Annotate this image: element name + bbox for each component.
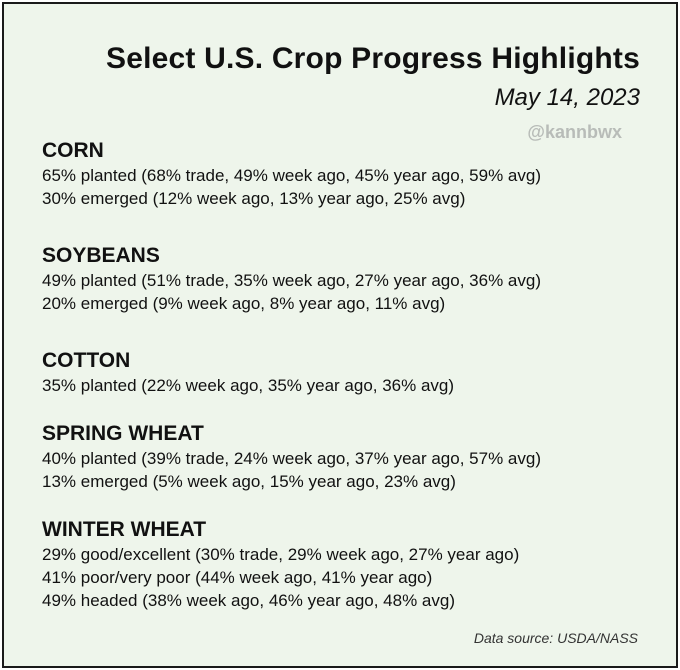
section-heading: SPRING WHEAT [42, 422, 204, 445]
section-line: 41% poor/very poor (44% week ago, 41% ye… [42, 568, 433, 587]
page-title: Select U.S. Crop Progress Highlights [106, 42, 640, 75]
report-date: May 14, 2023 [494, 84, 640, 111]
section-heading: COTTON [42, 349, 131, 372]
section-line: 65% planted (68% trade, 49% week ago, 45… [42, 166, 541, 185]
section-heading: CORN [42, 139, 104, 162]
section-corn: CORN 65% planted (68% trade, 49% week ag… [42, 138, 662, 210]
section-line: 13% emerged (5% week ago, 15% year ago, … [42, 472, 456, 491]
author-handle: @kannbwx [527, 122, 622, 142]
section-spring-wheat: SPRING WHEAT 40% planted (39% trade, 24%… [42, 421, 662, 493]
section-line: 49% headed (38% week ago, 46% year ago, … [42, 591, 455, 610]
section-winter-wheat: WINTER WHEAT 29% good/excellent (30% tra… [42, 517, 662, 612]
section-line: 49% planted (51% trade, 35% week ago, 27… [42, 271, 541, 290]
section-soybeans: SOYBEANS 49% planted (51% trade, 35% wee… [42, 243, 662, 315]
section-line: 30% emerged (12% week ago, 13% year ago,… [42, 189, 466, 208]
section-line: 40% planted (39% trade, 24% week ago, 37… [42, 449, 541, 468]
section-line: 35% planted (22% week ago, 35% year ago,… [42, 376, 455, 395]
section-line: 20% emerged (9% week ago, 8% year ago, 1… [42, 294, 446, 313]
section-line: 29% good/excellent (30% trade, 29% week … [42, 545, 520, 564]
section-heading: WINTER WHEAT [42, 518, 207, 541]
section-cotton: COTTON 35% planted (22% week ago, 35% ye… [42, 348, 662, 397]
section-heading: SOYBEANS [42, 244, 160, 267]
crop-sections: CORN 65% planted (68% trade, 49% week ag… [42, 138, 662, 612]
data-source-note: Data source: USDA/NASS [473, 630, 638, 646]
